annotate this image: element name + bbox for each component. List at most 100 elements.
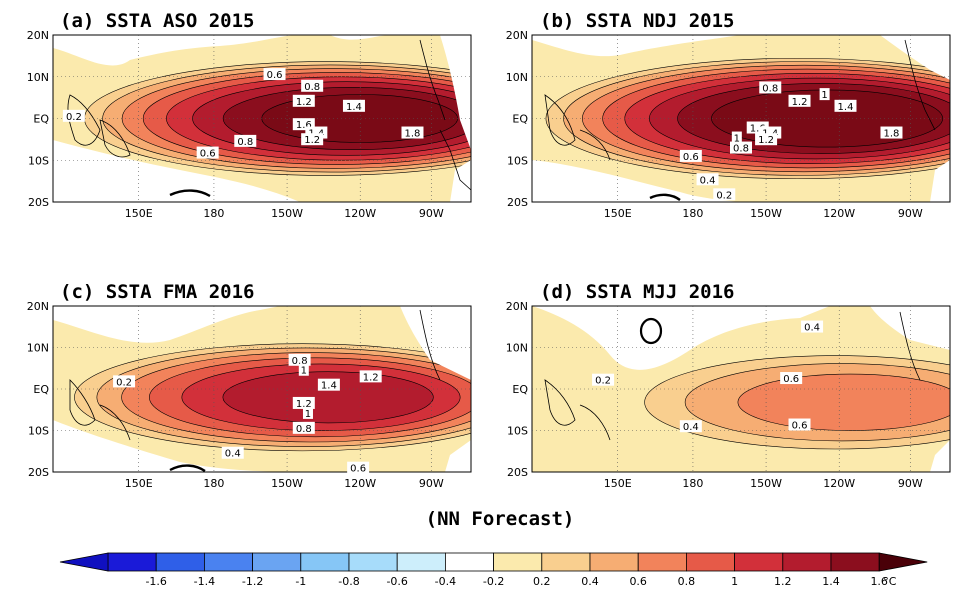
contour-label-bg — [301, 133, 324, 146]
panel-d: (d) SSTA MJJ 2016 150E 180 150W 120W 90W 20N 1… — [506, 281, 951, 490]
y-tick-label: 10N — [506, 71, 528, 84]
contour-label-bg — [746, 121, 769, 134]
contour-label: 0.2 — [116, 377, 132, 388]
x-tick-label: 180 — [203, 207, 224, 220]
contour-label-bg — [292, 94, 315, 107]
contour-label-bg — [834, 99, 857, 112]
colorbar: -1.6 -1.4 -1.2 -1 -0.8 -0.6 -0.4 -0.2 0.2 0.4 0.6 0… — [59, 552, 928, 588]
y-tick-label: 10N — [27, 71, 49, 84]
colorbar-unit: °C — [883, 575, 897, 588]
contour-label-bg — [113, 375, 136, 388]
y-tick-label: 10N — [27, 342, 49, 355]
panel-c-title: (c) SSTA FMA 2016 — [60, 281, 254, 303]
contour-label: 1.2 — [296, 399, 312, 410]
colorbar-tick-label: -0.8 — [338, 575, 359, 588]
contour-label: 1.4 — [321, 381, 337, 392]
y-tick-label: EQ — [512, 113, 528, 126]
contour-label: 1.2 — [304, 135, 320, 146]
colorbar-swatch — [782, 552, 832, 572]
colorbar-swatch — [493, 552, 543, 572]
contour-label-bg — [731, 131, 742, 144]
contour-label: 0.8 — [296, 424, 312, 435]
contour-label: 0.8 — [304, 82, 320, 93]
contour-band — [222, 371, 434, 424]
contour-label: 0.6 — [350, 464, 366, 475]
contour-label-bg — [713, 188, 736, 201]
y-tick-label: 20N — [506, 29, 528, 42]
colorbar-max-arrow — [878, 552, 928, 572]
contour-label: 0.6 — [683, 152, 699, 163]
forecast-label: (NN Forecast) — [426, 508, 575, 530]
contour-label-bg — [788, 94, 811, 107]
contour-label: 1.8 — [884, 129, 900, 140]
colorbar-min-arrow — [59, 552, 109, 572]
colorbar-swatch — [252, 552, 302, 572]
x-tick-label: 180 — [682, 477, 703, 490]
contour-label-bg — [401, 126, 424, 139]
x-tick-label: 150W — [271, 207, 303, 220]
contour-label: 0.6 — [267, 70, 283, 81]
x-tick-label: 120W — [823, 477, 855, 490]
colorbar-swatch — [107, 552, 157, 572]
colorbar-tick-label: -1.6 — [145, 575, 166, 588]
x-tick-label: 150W — [750, 207, 782, 220]
x-tick-label: 120W — [344, 207, 376, 220]
contour-label-bg — [62, 109, 85, 122]
y-tick-label: 20N — [27, 300, 49, 313]
contour-label-bg — [679, 149, 702, 162]
y-tick-label: 20S — [28, 196, 49, 209]
contour-label-bg — [292, 396, 315, 409]
contour-label-bg — [592, 373, 615, 386]
contour-label: 0.4 — [683, 422, 699, 433]
contour-label-bg — [880, 126, 903, 139]
contour-label: 0.8 — [237, 137, 253, 148]
y-tick-label: 20N — [506, 300, 528, 313]
colorbar-tick-label: -0.4 — [435, 575, 456, 588]
contour-label: 0.4 — [700, 175, 716, 186]
colorbar-tick-label: 1 — [731, 575, 738, 588]
colorbar-swatch — [155, 552, 205, 572]
colorbar-tick-label: -1.4 — [194, 575, 215, 588]
contour-label: 0.8 — [733, 144, 749, 155]
contour-label: 0.2 — [66, 112, 82, 123]
contour-label-bg — [347, 461, 370, 474]
contour-label: 0.2 — [595, 376, 611, 387]
y-tick-label: 20N — [27, 29, 49, 42]
colorbar-swatch — [734, 552, 784, 572]
panel-a-title: (a) SSTA ASO 2015 — [60, 10, 254, 32]
y-tick-label: 10S — [28, 425, 49, 438]
contour-label: 0.4 — [225, 449, 241, 460]
colorbar-tick-label: 0.6 — [629, 575, 647, 588]
contour-label-bg — [755, 133, 778, 146]
x-tick-label: 90W — [419, 207, 444, 220]
panel-d-title: (d) SSTA MJJ 2016 — [540, 281, 734, 303]
panel-b-title: (b) SSTA NDJ 2015 — [540, 10, 734, 32]
colorbar-tick-label: -1.2 — [242, 575, 263, 588]
colorbar-tick-label: 0.4 — [581, 575, 599, 588]
y-tick-label: EQ — [33, 383, 49, 396]
contour-label-bg — [801, 320, 824, 333]
contour-label: 1.2 — [792, 97, 808, 108]
colorbar-swatch — [444, 552, 494, 572]
contour-label: 1.2 — [758, 135, 774, 146]
contour-label-bg — [730, 141, 752, 154]
contour-label: 0.4 — [804, 323, 820, 334]
contour-label-bg — [196, 146, 219, 159]
colorbar-swatch — [396, 552, 446, 572]
colorbar-swatch — [203, 552, 253, 572]
colorbar-tick-label: 0.8 — [678, 575, 696, 588]
colorbar-swatch — [637, 552, 687, 572]
panel-b: (b) SSTA NDJ 2015 150E 180 150W 120W 90W 20N 1… — [506, 10, 951, 220]
colorbar-tick-label: 0.2 — [533, 575, 551, 588]
contour-label-bg — [342, 99, 365, 112]
contour-label: 1.4 — [346, 102, 362, 113]
contour-band — [737, 373, 950, 431]
panel-c-map — [53, 306, 471, 472]
contour-label-bg — [263, 68, 286, 81]
contour-label: 1.2 — [296, 97, 312, 108]
contour-label: 0.8 — [762, 83, 778, 94]
colorbar-tick-label: 1.4 — [822, 575, 840, 588]
contour-label-bg — [819, 88, 830, 101]
contour-label: 0.8 — [292, 356, 308, 367]
